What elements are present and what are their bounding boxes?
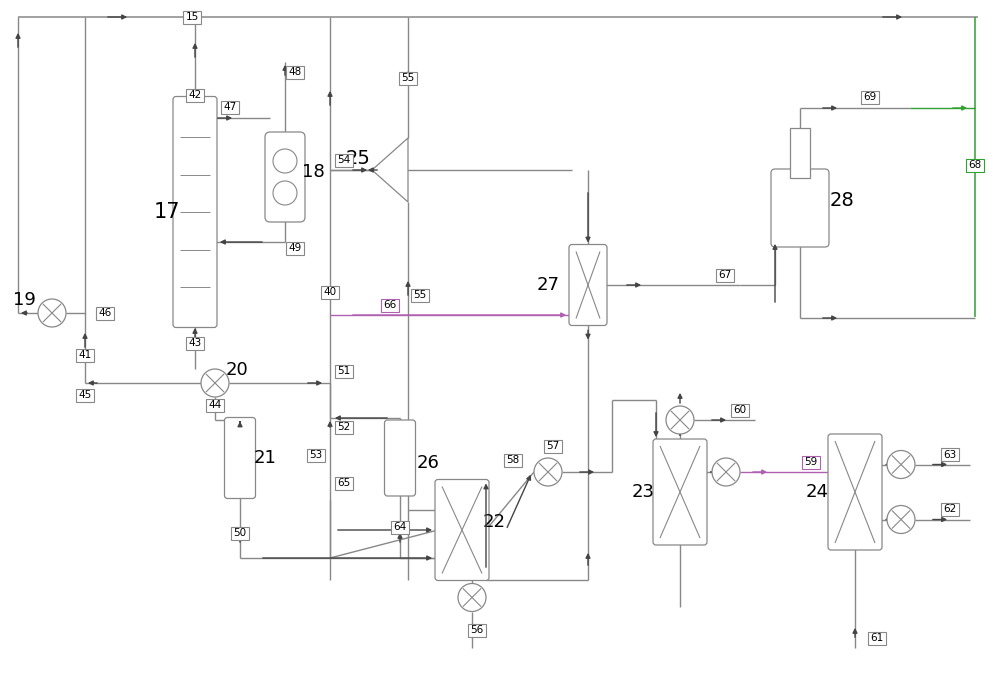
Text: 59: 59 <box>804 457 818 467</box>
Bar <box>731 404 749 417</box>
Bar <box>76 349 94 361</box>
Text: 15: 15 <box>185 12 199 22</box>
Circle shape <box>38 299 66 327</box>
Bar <box>286 242 304 254</box>
Bar <box>468 623 486 637</box>
Text: 23: 23 <box>632 483 654 501</box>
Text: 52: 52 <box>337 422 351 432</box>
Bar <box>231 526 249 540</box>
Text: 45: 45 <box>78 390 92 400</box>
Text: 69: 69 <box>863 92 877 102</box>
Circle shape <box>534 458 562 486</box>
Text: 54: 54 <box>337 155 351 165</box>
Bar <box>307 448 325 462</box>
Text: 55: 55 <box>401 73 415 83</box>
Text: 63: 63 <box>943 450 957 460</box>
Text: 61: 61 <box>870 633 884 643</box>
Text: 24: 24 <box>806 483 828 501</box>
Text: 20: 20 <box>226 361 248 379</box>
Bar <box>321 285 339 299</box>
FancyBboxPatch shape <box>435 479 489 581</box>
Text: 55: 55 <box>413 290 427 300</box>
Bar <box>381 299 399 312</box>
Bar <box>411 289 429 302</box>
Text: 19: 19 <box>13 291 35 309</box>
Bar <box>286 65 304 79</box>
Bar <box>716 269 734 281</box>
Text: 58: 58 <box>506 455 520 465</box>
Bar <box>504 454 522 466</box>
Bar <box>868 631 886 645</box>
Text: 46: 46 <box>98 308 112 318</box>
FancyBboxPatch shape <box>265 132 305 222</box>
FancyBboxPatch shape <box>224 417 256 499</box>
Circle shape <box>273 149 297 173</box>
Text: 43: 43 <box>188 338 202 348</box>
Text: 48: 48 <box>288 67 302 77</box>
Text: 26: 26 <box>417 454 439 472</box>
FancyBboxPatch shape <box>384 420 416 496</box>
Bar <box>335 153 353 166</box>
Circle shape <box>273 181 297 205</box>
Text: 25: 25 <box>346 149 370 168</box>
Text: 47: 47 <box>223 102 237 112</box>
FancyBboxPatch shape <box>569 244 607 326</box>
Text: 56: 56 <box>470 625 484 635</box>
Text: 17: 17 <box>154 202 180 222</box>
Text: 53: 53 <box>309 450 323 460</box>
Bar <box>76 388 94 402</box>
Text: 40: 40 <box>323 287 337 297</box>
Text: 62: 62 <box>943 505 957 514</box>
Text: 68: 68 <box>968 160 982 170</box>
Bar <box>186 336 204 349</box>
Circle shape <box>712 458 740 486</box>
Circle shape <box>201 369 229 397</box>
Bar <box>183 11 201 24</box>
Circle shape <box>887 450 915 479</box>
Bar <box>221 100 239 114</box>
Text: 44: 44 <box>208 400 222 410</box>
Text: 65: 65 <box>337 478 351 488</box>
Text: 27: 27 <box>536 276 560 294</box>
Text: 60: 60 <box>733 405 747 415</box>
Bar <box>790 128 810 178</box>
Bar <box>335 421 353 433</box>
Bar <box>96 306 114 320</box>
Bar <box>941 448 959 461</box>
Text: 67: 67 <box>718 270 732 280</box>
Bar <box>391 520 409 534</box>
Text: 41: 41 <box>78 350 92 360</box>
Bar <box>335 365 353 378</box>
FancyBboxPatch shape <box>653 439 707 545</box>
Circle shape <box>887 505 915 534</box>
Text: 49: 49 <box>288 243 302 253</box>
Text: 21: 21 <box>254 449 276 467</box>
Text: 50: 50 <box>233 528 247 538</box>
Text: 42: 42 <box>188 90 202 100</box>
FancyBboxPatch shape <box>828 434 882 550</box>
Text: 18: 18 <box>302 163 324 181</box>
Polygon shape <box>372 138 408 202</box>
Text: 28: 28 <box>830 190 854 209</box>
Text: 51: 51 <box>337 366 351 376</box>
Text: 57: 57 <box>546 441 560 451</box>
FancyBboxPatch shape <box>173 96 217 328</box>
Bar <box>802 456 820 468</box>
Bar <box>186 89 204 102</box>
Text: 66: 66 <box>383 300 397 310</box>
FancyBboxPatch shape <box>771 169 829 247</box>
Bar <box>941 503 959 516</box>
Circle shape <box>458 583 486 612</box>
Bar <box>544 439 562 452</box>
Bar <box>966 159 984 172</box>
Circle shape <box>666 406 694 434</box>
Bar <box>335 476 353 489</box>
Bar <box>399 71 417 85</box>
Bar <box>861 90 879 104</box>
Bar <box>206 398 224 411</box>
Text: 64: 64 <box>393 522 407 532</box>
Text: 22: 22 <box>482 513 506 531</box>
